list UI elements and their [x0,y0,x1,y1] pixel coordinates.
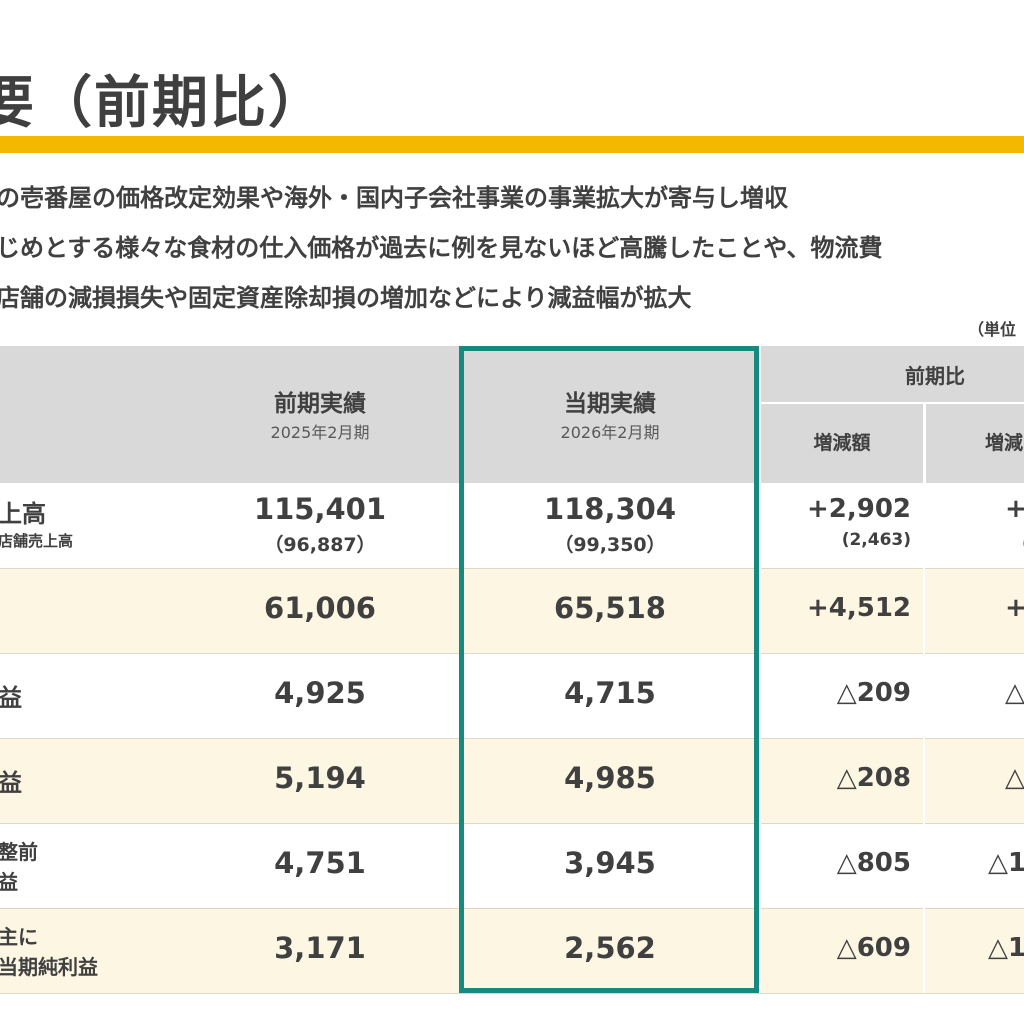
diff-value: +2,902 [806,494,911,524]
bullet-text-3: 店舗の減損損失や固定資産除却損の増加などにより減益幅が拡大 [0,284,692,312]
row-label-line2: 益 [0,870,18,894]
curr-value: 2,562 [564,931,656,965]
prev-value: 4,925 [274,676,366,710]
table-row: 61,006 65,518 +4,512 + [0,569,1024,654]
row-label: 益 [0,684,22,712]
row-label-line2: 当期純利益 [0,955,98,979]
rate-value: + [1005,593,1024,623]
row-sublabel: 店舗売上高 [0,532,74,550]
diff-value: △208 [836,763,911,793]
header-yoy-label: 前期比 [905,364,965,388]
rate-value: + [1005,494,1024,524]
table-row: 益 5,194 4,985 △208 △ [0,739,1024,824]
rate-value: △1 [988,848,1024,878]
header-bg-rate [926,404,1024,483]
page-title: 要（前期比） [0,71,326,136]
diff-value: △209 [836,678,911,708]
prev-subvalue: （96,887） [264,534,376,556]
diff-value: △609 [836,933,911,963]
row-label: 益 [0,769,22,797]
prev-value: 3,171 [274,931,366,965]
diff-value: +4,512 [806,593,911,623]
header-prev-period: 2025年2月期 [270,423,370,442]
curr-value: 4,715 [564,676,656,710]
row-label: 主に [0,925,38,949]
row-label: 整前 [0,840,38,864]
table-row: 主に 当期純利益 3,171 2,562 △609 △1 [0,909,1024,994]
prev-value: 4,751 [274,846,366,880]
rate-value: △ [1005,678,1024,708]
row-label: 上高 [0,500,46,528]
curr-value: 65,518 [554,591,666,625]
curr-subvalue: （99,350） [554,534,666,556]
table-row: 整前 益 4,751 3,945 △805 △1 [0,824,1024,909]
bullet-text-2: じめとする様々な食材の仕入価格が過去に例を見ないほど高騰したことや、物流費 [0,234,883,262]
rate-value: △ [1005,763,1024,793]
column-divider [759,346,761,993]
header-divider [761,402,1024,404]
diff-subvalue: (2,463) [841,530,911,550]
prev-value: 115,401 [253,492,387,526]
table-row: 上高 店舗売上高 115,401 （96,887） 118,304 （99,35… [0,484,1024,569]
prev-value: 61,006 [264,591,376,625]
header-diff-label: 増減額 [813,432,871,454]
header-curr-period: 2026年2月期 [560,423,660,442]
title-underline-bar [0,136,1024,153]
diff-value: △805 [836,848,911,878]
header-curr-label: 当期実績 [564,391,656,417]
header-bg-diff [761,404,923,483]
header-bg-yoy [761,346,1024,402]
unit-note: （単位 [968,320,1017,339]
header-prev-label: 前期実績 [274,391,366,417]
curr-value: 4,985 [564,761,656,795]
rate-subvalue: （ [1012,530,1024,555]
table-row: 益 4,925 4,715 △209 △ [0,654,1024,739]
column-divider [923,404,925,993]
header-bg-current [459,346,759,483]
prev-value: 5,194 [274,761,366,795]
bullet-text-1: の壱番屋の価格改定効果や海外・国内子会社事業の事業拡大が寄与し増収 [0,184,788,212]
header-bg-left [0,346,459,483]
header-rate-label: 増減 [985,432,1024,454]
curr-value: 3,945 [564,846,656,880]
curr-value: 118,304 [543,492,677,526]
rate-value: △1 [988,933,1024,963]
